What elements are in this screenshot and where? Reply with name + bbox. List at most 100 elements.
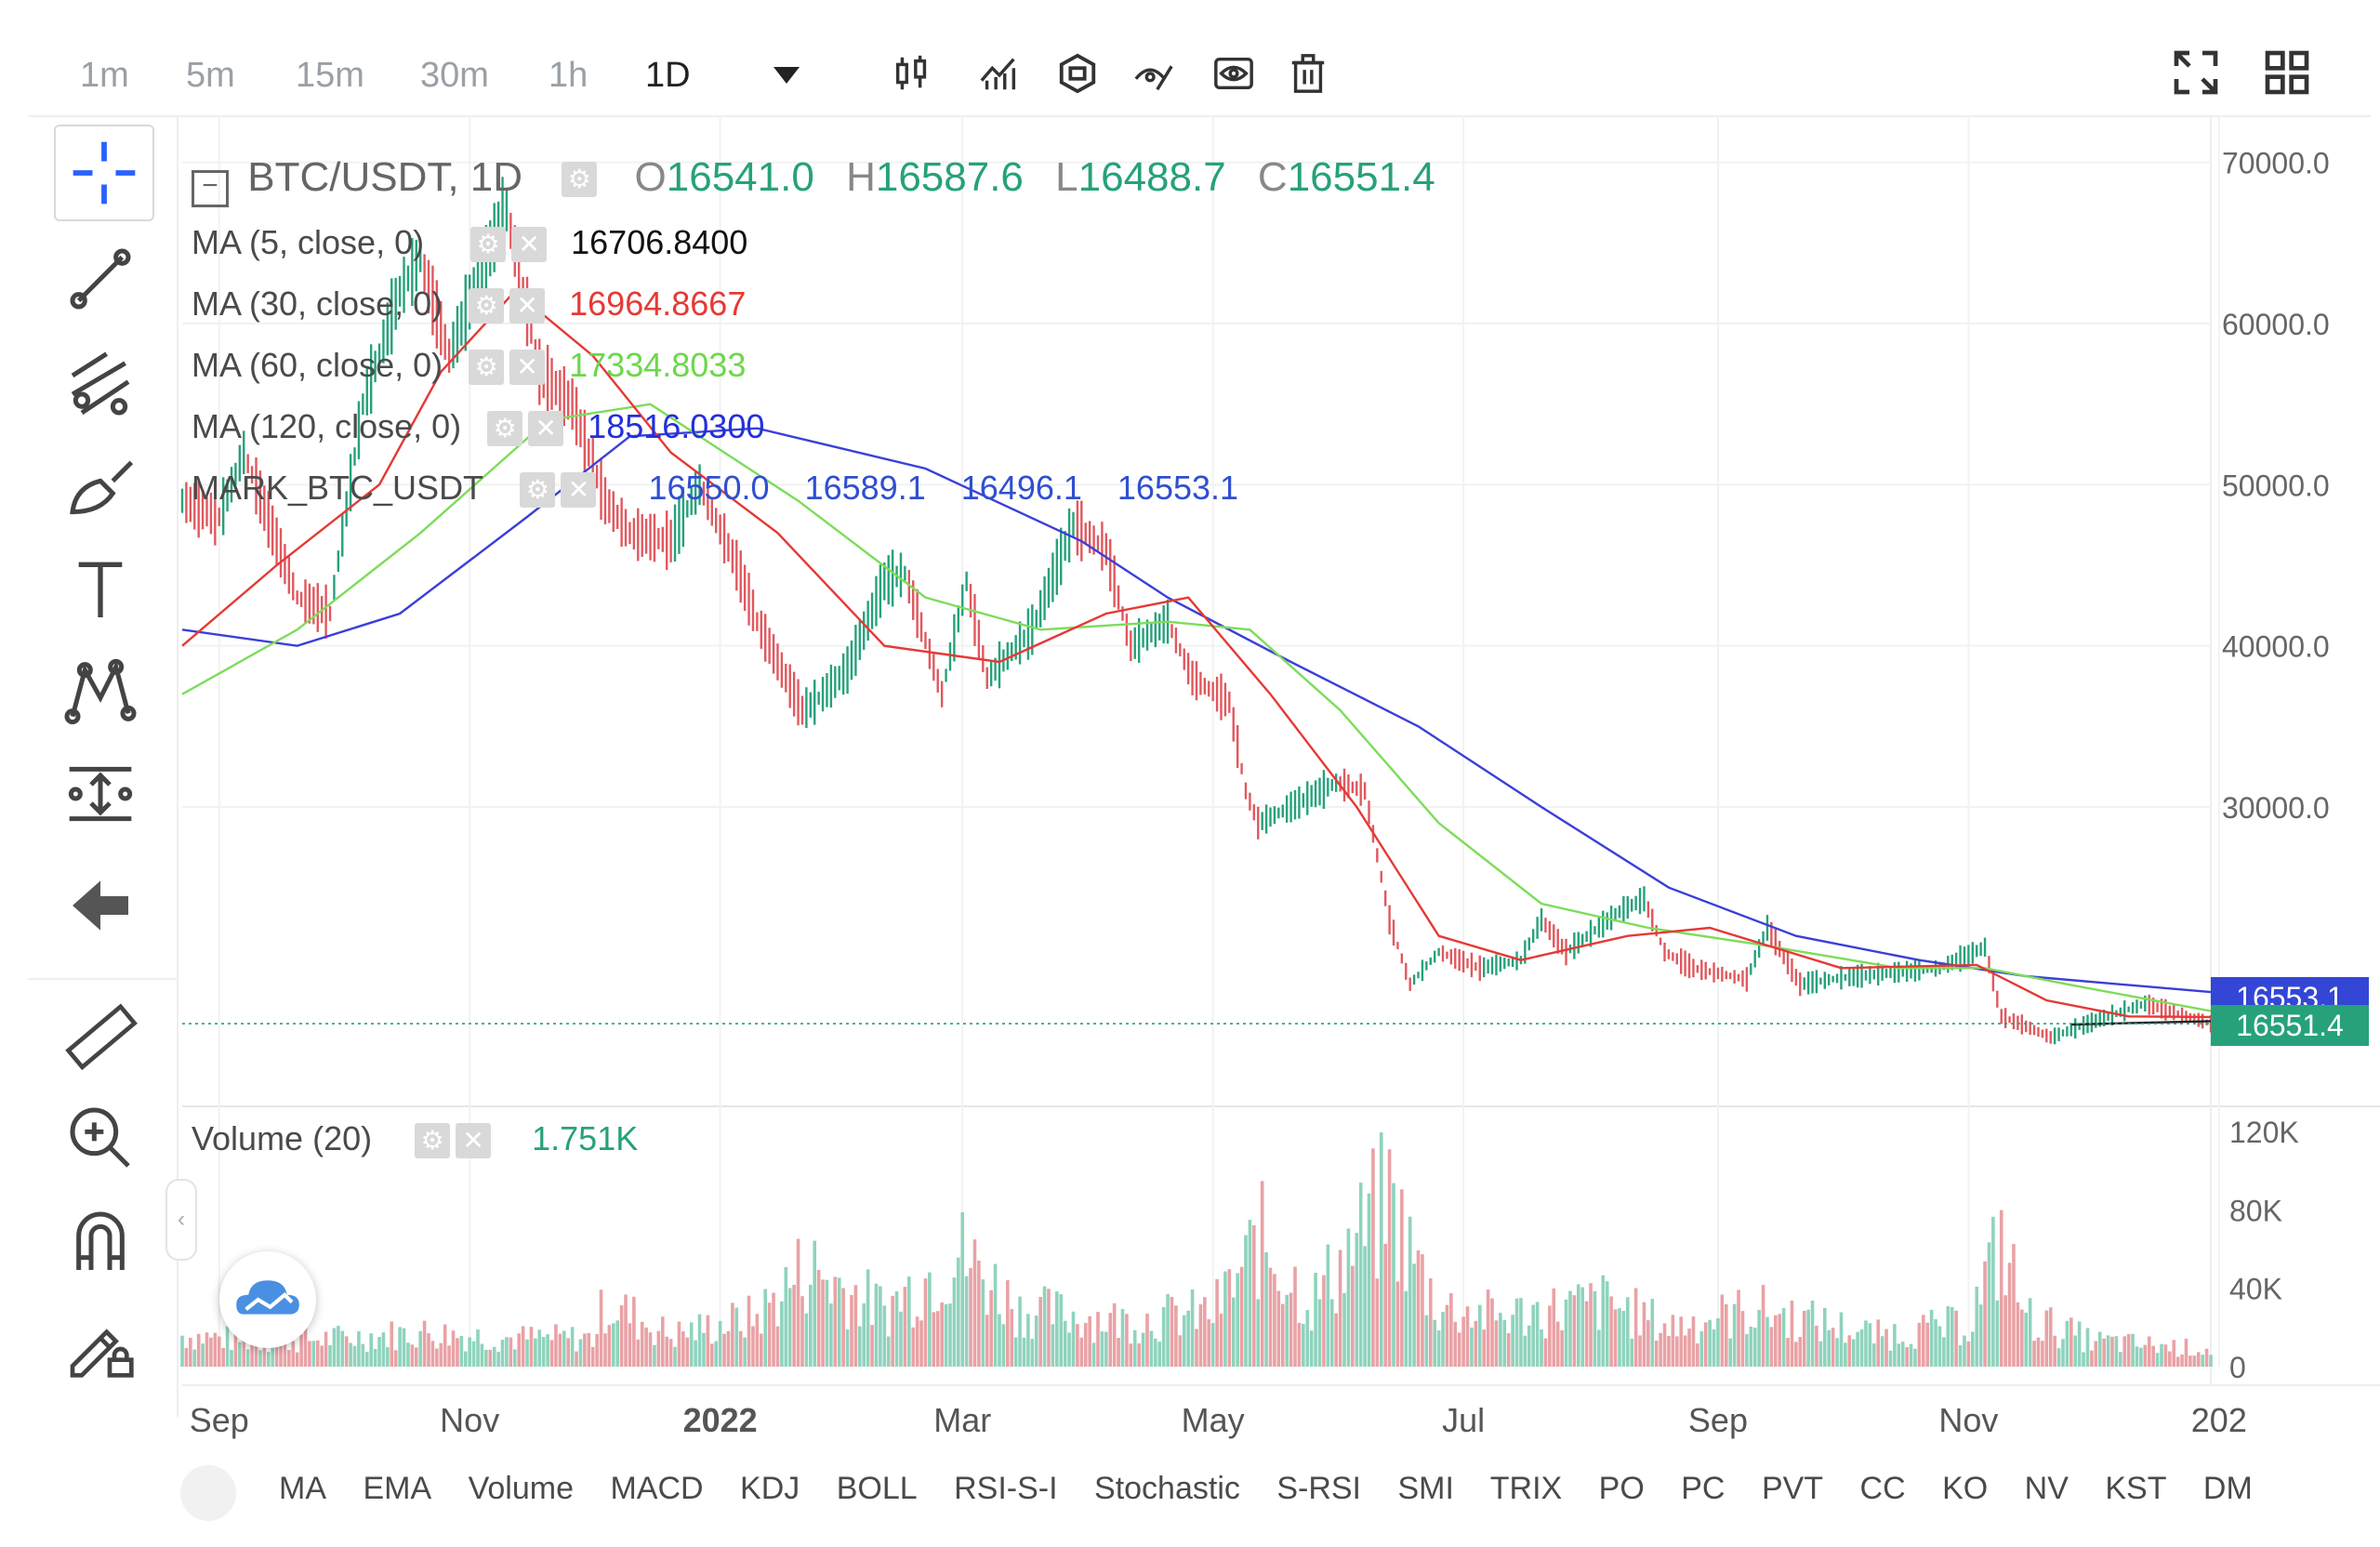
volume-bar [879, 1286, 882, 1367]
volume-bar [349, 1342, 352, 1367]
timeframe-1h[interactable]: 1h [549, 56, 588, 95]
volume-bar [340, 1330, 345, 1367]
volume-bar [1076, 1324, 1079, 1367]
indicator-pvt[interactable]: PVT [1761, 1471, 1824, 1506]
indicator-ko[interactable]: KO [1942, 1471, 1989, 1506]
volume-bar [628, 1323, 632, 1367]
volume-bar [1182, 1315, 1186, 1367]
symbol-settings-icon[interactable]: ⚙ [562, 162, 598, 198]
trend-line-icon[interactable] [63, 242, 138, 316]
zoom-in-icon[interactable] [63, 1101, 138, 1175]
ma60-close-icon[interactable]: ✕ [509, 350, 546, 386]
magnet-icon[interactable] [63, 1205, 138, 1279]
indicator-boll[interactable]: BOLL [836, 1471, 918, 1506]
collapse-toolbar-button[interactable]: ‹ [165, 1179, 197, 1261]
mark-close-icon[interactable]: ✕ [561, 472, 597, 509]
timeframe-1m[interactable]: 1m [80, 56, 129, 95]
collapse-legend-icon[interactable]: − [192, 170, 229, 207]
indicator-trix[interactable]: TRIX [1489, 1471, 1563, 1506]
ma120-settings-icon[interactable]: ⚙ [487, 411, 523, 447]
ma5-close-icon[interactable]: ✕ [511, 227, 548, 263]
volume-bar [1013, 1337, 1018, 1367]
volume-bar [1293, 1266, 1297, 1367]
timeframe-5m[interactable]: 5m [186, 56, 235, 95]
timeframe-15m[interactable]: 15m [296, 56, 364, 95]
volume-bar [1925, 1322, 1930, 1367]
volume-bar [903, 1287, 907, 1367]
indicator-icon[interactable] [978, 52, 1021, 95]
indicator-ema[interactable]: EMA [363, 1471, 432, 1506]
volume-bar [1383, 1243, 1387, 1367]
indicator-cc[interactable]: CC [1859, 1471, 1906, 1506]
indicator-dm[interactable]: DM [2202, 1471, 2253, 1506]
indicator-smi[interactable]: SMI [1397, 1471, 1454, 1506]
volume-bar [1859, 1329, 1864, 1367]
indicator-ma[interactable]: MA [279, 1471, 326, 1506]
volume-bar [1745, 1334, 1749, 1367]
indicator-rsi-s-i[interactable]: RSI-S-I [954, 1471, 1058, 1506]
ma5-settings-icon[interactable]: ⚙ [470, 227, 507, 263]
ma30-settings-icon[interactable]: ⚙ [469, 288, 505, 324]
lock-drawing-icon[interactable] [63, 1307, 138, 1382]
indicator-kst[interactable]: KST [2105, 1471, 2167, 1506]
indicator-nv[interactable]: NV [2024, 1471, 2069, 1506]
indicator-po[interactable]: PO [1598, 1471, 1645, 1506]
ma5-line [2070, 1020, 2212, 1026]
measure-icon[interactable] [63, 757, 138, 831]
ma30-legend: MA (30, close, 0) ⚙ ✕ 16964.8667 [192, 284, 746, 324]
volume-bar [668, 1339, 673, 1367]
pattern-icon[interactable] [63, 654, 138, 729]
volume-bar [886, 1336, 891, 1367]
volume-bar [1042, 1286, 1047, 1367]
fib-tool-icon[interactable] [63, 348, 138, 422]
volume-settings-icon[interactable]: ⚙ [415, 1123, 451, 1159]
volume-bar [1786, 1338, 1790, 1367]
volume-bar [1104, 1331, 1108, 1367]
volume-bar [825, 1279, 829, 1367]
mark-settings-icon[interactable]: ⚙ [520, 472, 556, 509]
indicator-stochastic[interactable]: Stochastic [1094, 1471, 1240, 1506]
volume-bar [1137, 1343, 1141, 1367]
volume-bar [644, 1327, 648, 1367]
indicator-macd[interactable]: MACD [610, 1471, 704, 1506]
volume-bar [2155, 1353, 2160, 1367]
indicator-pc[interactable]: PC [1681, 1471, 1726, 1506]
volume-label: Volume (20) [192, 1119, 373, 1157]
indicator-kdj[interactable]: KDJ [740, 1471, 800, 1506]
timeframe-1d[interactable]: 1D [645, 56, 691, 95]
ruler-icon[interactable] [63, 998, 138, 1073]
trash-icon[interactable] [1287, 52, 1329, 95]
indicator-s-rsi[interactable]: S-RSI [1276, 1471, 1362, 1506]
timeframe-30m[interactable]: 30m [420, 56, 489, 95]
volume-bar [1708, 1319, 1712, 1367]
text-icon[interactable] [63, 552, 138, 627]
ma30-close-icon[interactable]: ✕ [509, 288, 546, 324]
cloud-sync-button[interactable] [219, 1251, 316, 1348]
fullscreen-icon[interactable] [2170, 46, 2222, 99]
close-value: 16551.4 [1287, 154, 1435, 200]
volume-bar [763, 1289, 768, 1367]
volume-bar [1999, 1210, 2003, 1367]
indicator-scroll-left[interactable] [180, 1465, 236, 1521]
eye-icon[interactable] [1212, 52, 1255, 95]
brush-icon[interactable] [63, 450, 138, 524]
volume-bar [940, 1302, 944, 1367]
crosshair-icon[interactable] [54, 125, 154, 221]
ma120-value: 18516.0300 [588, 407, 765, 445]
back-arrow-icon[interactable] [63, 868, 138, 943]
volume-bar [1227, 1269, 1232, 1367]
template-icon[interactable] [1056, 52, 1099, 95]
layout-grid-icon[interactable] [2261, 46, 2313, 99]
drawing-visibility-icon[interactable] [1132, 52, 1175, 95]
ma120-close-icon[interactable]: ✕ [528, 411, 564, 447]
volume-bar [266, 1352, 271, 1367]
chevron-down-icon[interactable] [768, 56, 805, 93]
candle-type-icon[interactable] [891, 52, 933, 95]
ma60-settings-icon[interactable]: ⚙ [469, 350, 505, 386]
volume-bar [1625, 1297, 1630, 1367]
volume-close-icon[interactable]: ✕ [456, 1123, 492, 1159]
indicator-volume[interactable]: Volume [468, 1471, 574, 1506]
volume-bar [2102, 1338, 2106, 1367]
volume-bar [505, 1337, 509, 1367]
